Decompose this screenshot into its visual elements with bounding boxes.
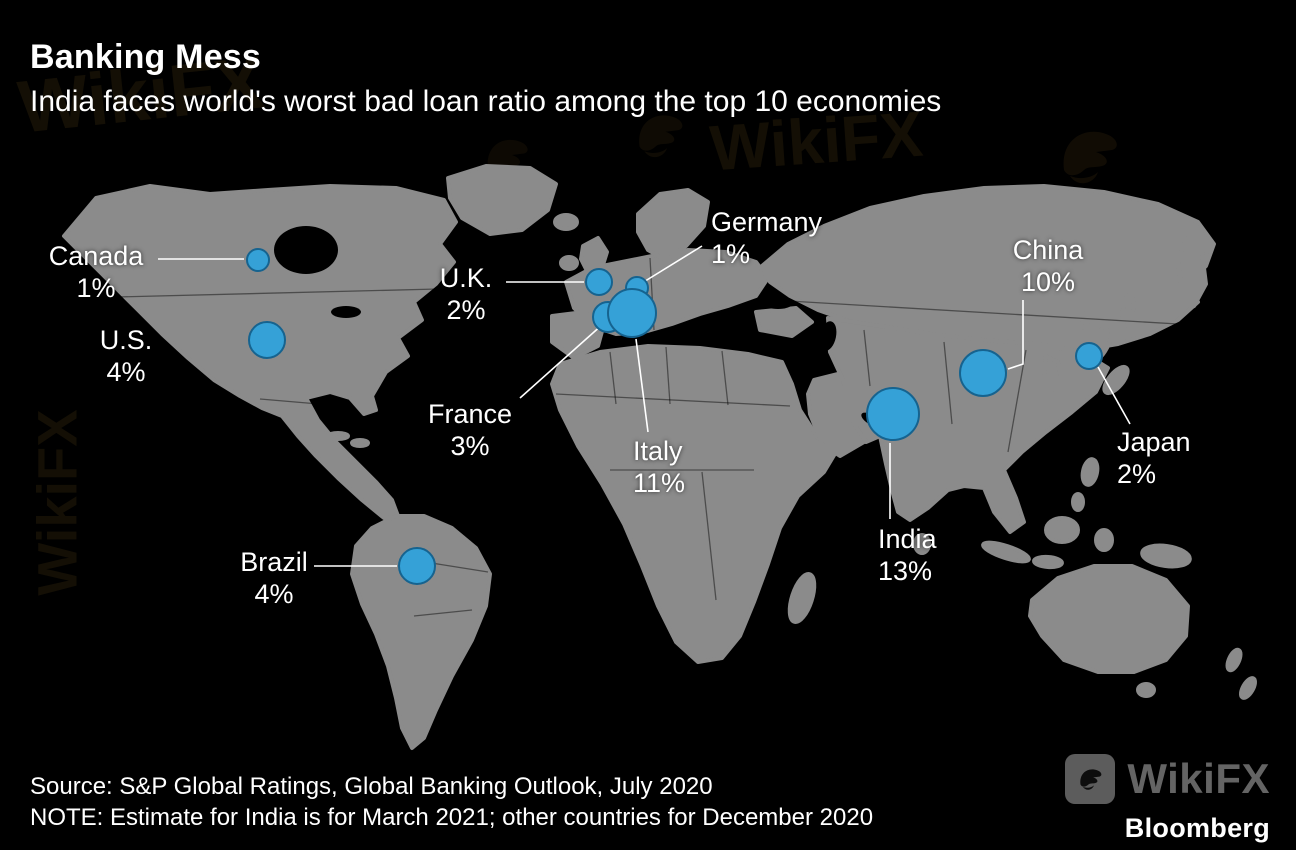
island-borneo <box>1044 516 1080 544</box>
wikifx-watermark-label: WikiFX <box>1127 755 1270 802</box>
hudson-bay <box>274 226 338 274</box>
islands-caribbean <box>326 431 350 441</box>
island-new-zealand <box>1239 676 1257 700</box>
region-iberia <box>550 310 606 360</box>
wikifx-eagle-icon <box>1065 754 1116 804</box>
bloomberg-logo: Bloomberg <box>1124 813 1270 843</box>
bubble-china <box>959 349 1007 397</box>
island-sumatra <box>981 540 1031 564</box>
caspian-sea <box>819 321 837 351</box>
inland-water <box>274 226 883 428</box>
bubble-canada <box>246 248 270 272</box>
island-ireland <box>559 255 579 271</box>
leader-line-japan <box>1097 366 1131 425</box>
chart-header: Banking Mess India faces world's worst b… <box>30 38 941 119</box>
chart-footer: Source: S&P Global Ratings, Global Banki… <box>30 771 873 834</box>
continent-africa <box>550 344 838 664</box>
leader-line-italy <box>635 338 649 433</box>
island-new-zealand <box>1225 647 1243 673</box>
island-madagascar <box>787 572 817 624</box>
island-iceland <box>553 213 579 231</box>
island-tasmania <box>1136 682 1156 698</box>
island-philippines <box>1080 457 1100 487</box>
island-new-guinea <box>1140 543 1192 569</box>
bubble-us <box>248 321 286 359</box>
island-sri-lanka <box>913 533 931 555</box>
chart-subtitle: India faces world's worst bad loan ratio… <box>30 85 942 118</box>
region-scandinavia <box>636 188 710 262</box>
islands-caribbean <box>350 438 370 448</box>
wikifx-watermark: WikiFX <box>1065 754 1270 804</box>
continent-australia <box>1028 564 1190 674</box>
island-britain <box>579 236 609 275</box>
leader-line-france <box>519 323 604 399</box>
region-korea <box>1042 354 1064 392</box>
island-japan <box>1076 306 1092 330</box>
continent-south-america <box>350 514 492 750</box>
region-anatolia <box>754 306 814 338</box>
bubble-uk <box>585 268 613 296</box>
footnote: NOTE: Estimate for India is for March 20… <box>30 804 874 832</box>
continents <box>62 164 1257 750</box>
source-note: Source: S&P Global Ratings, Global Banki… <box>30 772 713 800</box>
black-sea <box>764 299 792 309</box>
bubble-japan <box>1075 342 1103 370</box>
island-java <box>1032 554 1064 570</box>
great-lakes <box>331 306 361 318</box>
bubble-india <box>866 387 920 441</box>
chart-title: Banking Mess <box>30 38 262 76</box>
leader-line-germany <box>641 245 703 284</box>
island-sulawesi <box>1094 528 1114 552</box>
bubble-brazil <box>398 547 436 585</box>
island-philippines <box>1071 492 1085 512</box>
island-sakhalin <box>1120 292 1136 328</box>
region-kamchatka <box>1176 236 1208 308</box>
leader-line-china <box>1007 300 1024 370</box>
bubble-italy <box>607 288 657 338</box>
island-japan <box>1102 364 1130 396</box>
island-greenland <box>446 164 558 236</box>
bubble-layer <box>158 245 1131 585</box>
